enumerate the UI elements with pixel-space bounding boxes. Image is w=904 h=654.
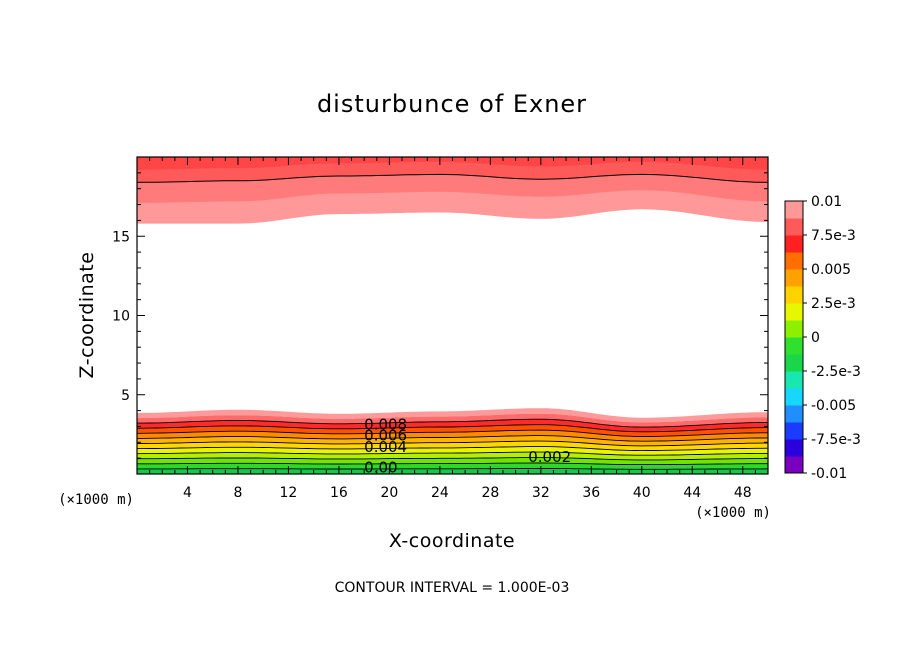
colorbar-tick-label: 0.005 [811,262,851,278]
contour-layer [137,157,768,474]
y-tick-label: 15 [112,229,130,245]
lower-contour-line [137,468,768,470]
colorbar-swatch [785,218,803,236]
x-tick-label: 8 [233,485,242,501]
colorbar-tick-label: 2.5e-3 [811,296,856,312]
x-unit-label: (×1000 m) [695,505,771,521]
colorbar-tick-label: -7.5e-3 [811,432,861,448]
y-unit-label: (×1000 m) [58,492,134,508]
colorbar: 0.01 7.5e-3 0.005 2.5e-3 0 -2.5e-3 -0.005 -7.5e… [784,194,861,482]
colorbar-swatch [785,269,803,287]
x-tick-label: 32 [532,485,550,501]
colorbar-swatch [785,439,803,457]
upper-fill-deep-red [137,157,768,170]
colorbar-swatch [785,235,803,253]
x-tick-label: 36 [582,485,600,501]
y-axis-label: Z-coordinate [76,252,98,379]
x-axis-label: X-coordinate [389,530,515,552]
x-tick-label: 24 [431,485,449,501]
colorbar-tick-label: 0.01 [811,194,842,210]
lower-contour-line [137,424,768,433]
colorbar-tick-label: -0.005 [811,398,856,414]
lower-contour-line [137,418,768,428]
colorbar-swatch [785,405,803,423]
colorbar-swatch [785,337,803,355]
x-tick-label: 16 [330,485,348,501]
contour-label: 0.004 [364,438,407,456]
x-tick-label: 40 [633,485,651,501]
lower-contour-line [137,440,768,447]
lower-contour-line [137,446,768,452]
contour-interval-note: CONTOUR INTERVAL = 1.000E-03 [335,580,570,596]
colorbar-swatch [785,201,803,219]
lower-contour-line [137,435,768,442]
contour-label: 0.006 [364,427,407,445]
x-tick-label: 20 [380,485,398,501]
colorbar-swatch [785,252,803,270]
colorbar-tick-label: -2.5e-3 [811,364,861,380]
colorbar-swatch [785,388,803,406]
lower-fill-band [137,452,768,460]
lower-contour-line [137,462,768,466]
x-tick-label: 28 [481,485,499,501]
lower-fill-band [137,413,768,428]
upper-contour-line [137,173,768,183]
chart-title: disturbunce of Exner [317,90,587,118]
lower-fill-band [137,408,768,423]
colorbar-swatch [785,303,803,321]
colorbar-swatch [785,320,803,338]
colorbar-swatch [785,371,803,389]
contour-label: 0.008 [364,416,407,434]
x-tick-label: 44 [683,485,701,501]
colorbar-tick-label: 7.5e-3 [811,228,856,244]
y-tick-label: 5 [121,388,130,404]
colorbar-tick-label: -0.01 [811,466,847,482]
y-tick-label: 10 [112,309,130,325]
x-tick-label: 4 [183,485,192,501]
contour-label: 0.002 [528,448,571,466]
x-tick-label: 48 [734,485,752,501]
lower-contour-line [137,457,768,461]
x-tick-label: 12 [280,485,298,501]
colorbar-swatch [785,354,803,372]
lower-fill-band [137,419,768,432]
colorbar-swatch [785,286,803,304]
colorbar-swatch [785,456,803,474]
colorbar-tick-label: 0 [811,330,820,346]
lower-contour-line [137,451,768,456]
lower-contour-line [137,429,768,437]
colorbar-swatch [785,422,803,440]
lower-fill-band [137,457,768,465]
